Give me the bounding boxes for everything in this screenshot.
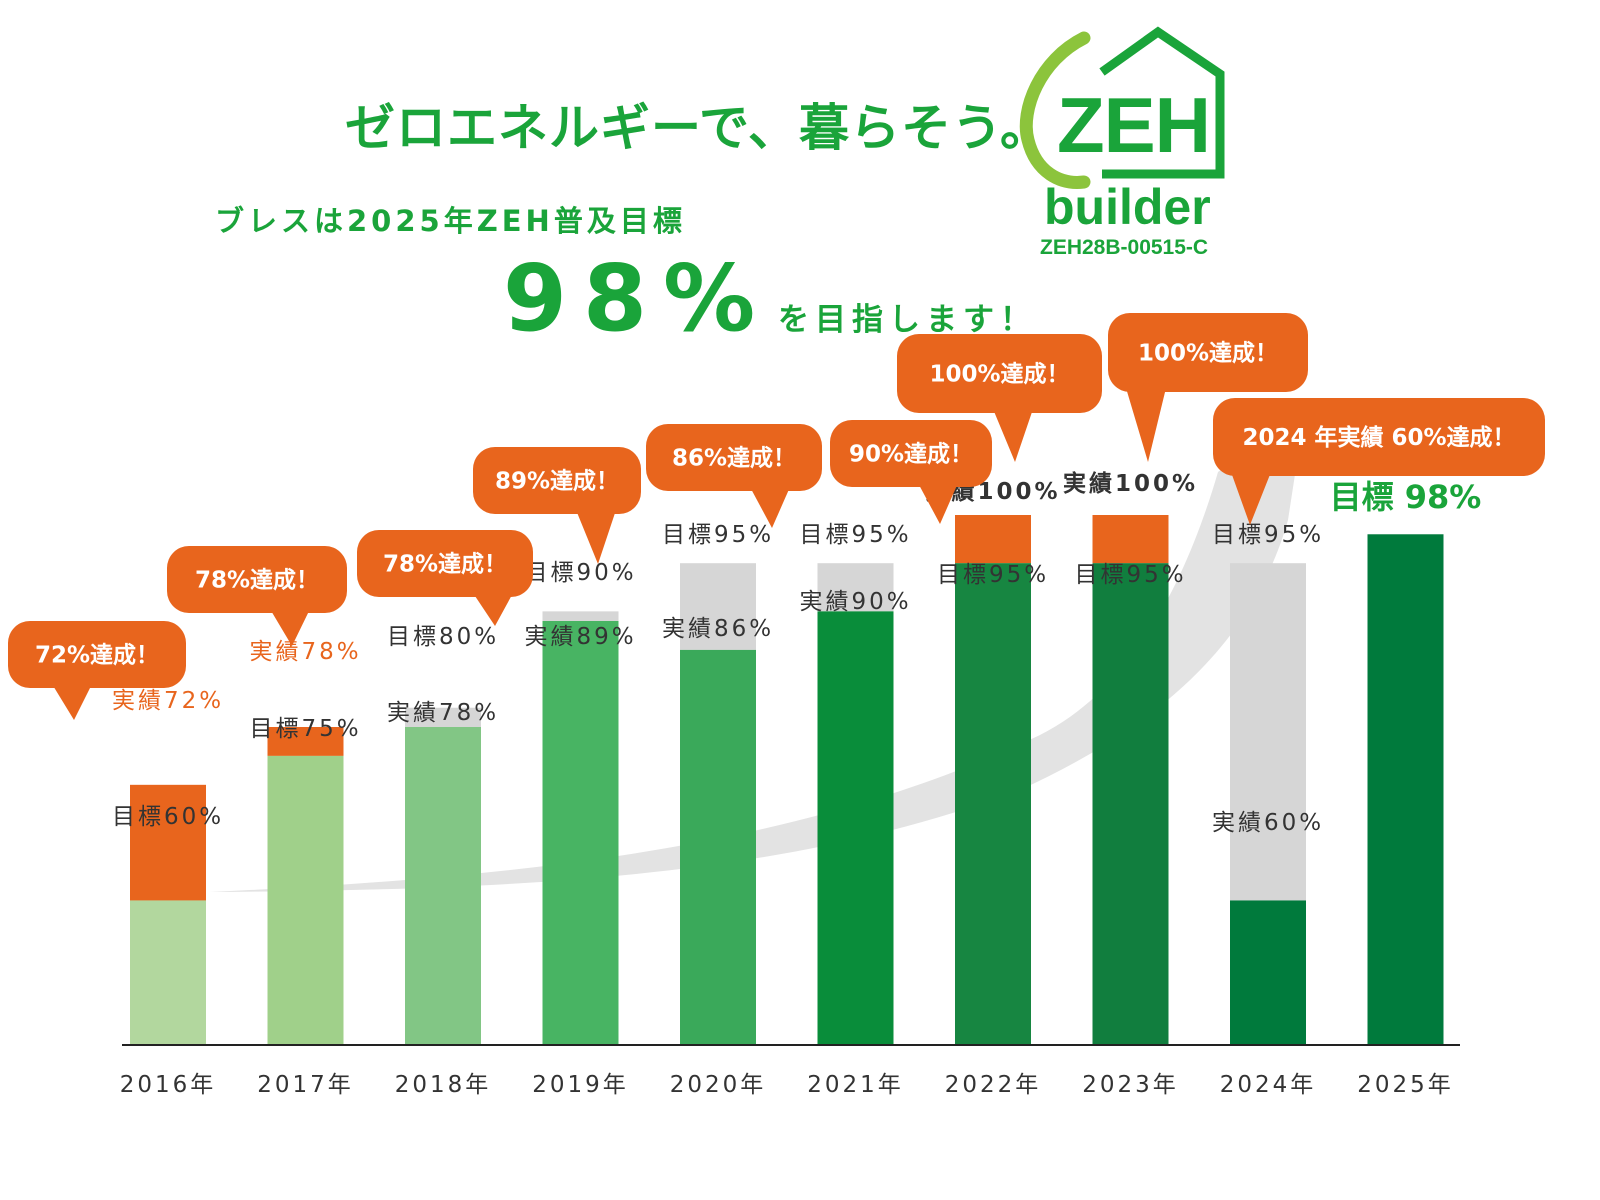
callout-bubble: 78%達成！: [167, 546, 347, 646]
headline-subtitle: ブレスは2025年ZEH普及目標: [215, 204, 686, 238]
callout-tail: [1231, 472, 1271, 525]
callout-body: [8, 621, 186, 688]
logo-builder-text: builder: [1044, 179, 1211, 235]
value-label: 実績86%: [662, 616, 774, 642]
x-tick-label: 2021年: [807, 1072, 904, 1098]
bar-actual: [680, 649, 756, 1045]
value-label: 目標95%: [799, 522, 911, 548]
value-label: 目標80%: [387, 624, 499, 650]
value-label: 実績60%: [1212, 810, 1324, 836]
callout-tail: [576, 510, 616, 564]
value-label: 実績78%: [387, 700, 499, 726]
value-label: 目標95%: [1074, 562, 1186, 588]
x-tick-label: 2022年: [945, 1072, 1042, 1098]
callout-text: 2024 年実績 60%達成！: [1242, 424, 1515, 451]
callout-bubble: 90%達成！: [830, 420, 992, 524]
callout-bubble: 78%達成！: [357, 530, 533, 626]
value-label: 実績72%: [112, 688, 224, 714]
bar-shortfall-segment: [680, 563, 756, 650]
value-label: 目標90%: [524, 560, 636, 586]
callout-text: 86%達成！: [672, 445, 796, 472]
bar-actual: [405, 727, 481, 1045]
bar-target: [130, 900, 206, 1045]
x-tick-label: 2020年: [670, 1072, 767, 1098]
logo-zeh-text: ZEH: [1057, 81, 1211, 169]
bar-exceed-segment: [267, 727, 344, 756]
callout-text: 100%達成！: [929, 361, 1069, 388]
callout-tail: [1126, 388, 1166, 462]
bar-actual: [817, 611, 894, 1045]
callout-text: 100%達成！: [1138, 340, 1278, 367]
callout-text: 78%達成！: [195, 567, 319, 594]
house-outline-icon: [1099, 26, 1225, 179]
callout-text: 90%達成！: [849, 441, 973, 468]
callout-tail: [918, 483, 958, 524]
value-label: 実績78%: [249, 639, 361, 665]
x-tick-label: 2025年: [1357, 1072, 1454, 1098]
callout-body: [167, 546, 347, 613]
bar-target: [955, 563, 1031, 1045]
callout-tail: [52, 684, 92, 720]
headline-big-tail: を目指します！: [778, 302, 1037, 338]
value-label: 目標95%: [1212, 522, 1324, 548]
value-label: 目標75%: [249, 716, 361, 742]
bar-shortfall-segment: [1230, 563, 1306, 901]
logo-code-text: ZEH28B-00515-C: [1040, 236, 1209, 259]
value-label: 目標95%: [937, 562, 1049, 588]
x-tick-label: 2023年: [1082, 1072, 1179, 1098]
bar-actual: [1230, 900, 1306, 1045]
bar-actual: [542, 621, 619, 1045]
leaf-arc-icon: [1019, 31, 1091, 189]
value-label: 実績89%: [524, 624, 636, 650]
callout-body: [830, 420, 992, 487]
bar-exceed-segment: [1092, 515, 1169, 564]
bar-exceed-segment: [955, 515, 1031, 564]
callout-text: 78%達成！: [383, 551, 507, 578]
value-label: 実績100%: [1063, 470, 1198, 497]
callout-body: [1213, 398, 1545, 476]
bar-exceed-segment: [130, 784, 206, 901]
callout-bubble: 2024 年実績 60%達成！: [1213, 398, 1545, 525]
callout-tail: [270, 609, 310, 646]
callout-body: [897, 334, 1102, 413]
bar-target: [1092, 563, 1169, 1045]
bar-target: [267, 755, 344, 1045]
callout-body: [1108, 313, 1308, 392]
bar-shortfall-segment: [405, 707, 481, 727]
value-label: 目標60%: [112, 804, 224, 830]
callout-text: 72%達成！: [35, 642, 159, 669]
callout-tail: [750, 487, 790, 528]
callout-tail: [993, 409, 1033, 462]
bar-shortfall-segment: [542, 611, 619, 621]
callout-bubble: 100%達成！: [1108, 313, 1308, 462]
callout-bubble: 72%達成！: [8, 621, 186, 720]
callout-bubble: 100%達成！: [897, 334, 1102, 462]
callout-tail: [473, 593, 513, 626]
logo-mark: [1019, 26, 1225, 189]
headline-big-value: 98%: [503, 245, 772, 352]
headline-title: ゼロエネルギーで、暮らそう。: [345, 99, 1051, 157]
growth-arrow-swoosh: [210, 403, 1306, 892]
value-label: 目標95%: [662, 522, 774, 548]
x-tick-label: 2018年: [395, 1072, 492, 1098]
callout-body: [473, 447, 641, 514]
callout-body: [646, 424, 822, 491]
x-tick-label: 2019年: [532, 1072, 629, 1098]
callout-bubble: 89%達成！: [473, 447, 641, 564]
x-tick-label: 2016年: [120, 1072, 217, 1098]
callout-body: [357, 530, 533, 597]
callout-bubble: 86%達成！: [646, 424, 822, 528]
bar-shortfall-segment: [817, 563, 894, 612]
value-label: 実績90%: [799, 589, 911, 615]
x-tick-label: 2024年: [1220, 1072, 1317, 1098]
x-tick-label: 2017年: [257, 1072, 354, 1098]
callout-text: 89%達成！: [495, 468, 619, 495]
bar-target: [1367, 534, 1444, 1045]
value-label: 目標 98%: [1330, 478, 1482, 516]
